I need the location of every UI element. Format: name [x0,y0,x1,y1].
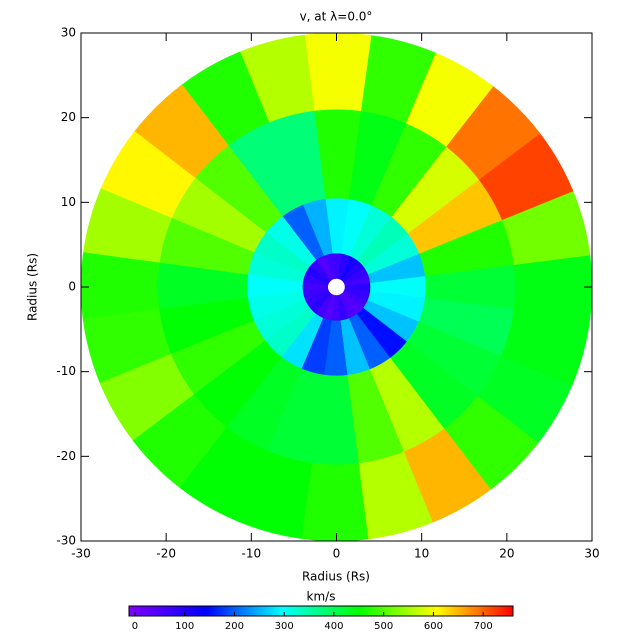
x-tick-label: 10 [414,547,429,561]
colorbar-tick-label: 100 [175,621,194,632]
x-tick-label: -10 [242,547,262,561]
y-tick-label: 10 [61,195,76,209]
colorbar-tick-label: 400 [324,621,343,632]
x-tick-label: 30 [584,547,599,561]
colorbar-tick-label: 300 [275,621,294,632]
heatmap [80,32,593,542]
heatmap-cell [501,309,591,386]
x-axis-label: Radius (Rs) [302,570,370,584]
y-axis-label: Radius (Rs) [26,253,40,321]
chart-title: v, at λ=0.0° [300,10,373,24]
colorbar-tick-label: 600 [424,621,443,632]
x-tick-label: 0 [333,547,341,561]
y-tick-label: -30 [56,534,76,548]
x-tick-label: 20 [499,547,514,561]
x-tick-label: -30 [71,547,91,561]
colorbar-tick-label: 500 [374,621,393,632]
y-tick-label: -10 [56,364,76,378]
colorbar [128,605,514,617]
y-tick-label: 30 [61,26,76,40]
colorbar-tick-label: 200 [225,621,244,632]
inner-boundary [328,279,344,295]
x-tick-label: -20 [156,547,176,561]
y-tick-label: 20 [61,110,76,124]
colorbar-title: km/s [307,590,336,604]
y-tick-label: 0 [68,280,76,294]
colorbar-tick-label: 0 [132,621,138,632]
colorbar-tick-label: 700 [474,621,493,632]
y-tick-label: -20 [56,449,76,463]
